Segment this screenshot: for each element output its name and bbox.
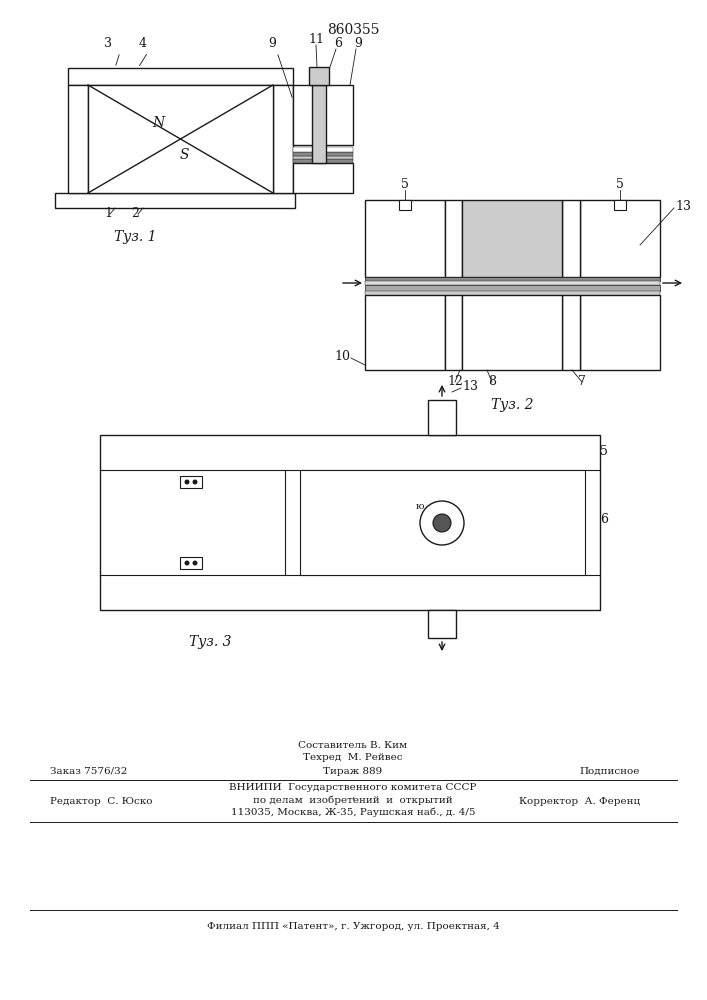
Bar <box>399 200 411 210</box>
Bar <box>100 435 600 610</box>
Bar <box>273 85 293 193</box>
Text: Τуз. 3: Τуз. 3 <box>189 635 231 649</box>
Circle shape <box>192 560 197 566</box>
Bar <box>68 68 293 85</box>
Bar <box>309 67 329 85</box>
Bar <box>273 85 293 193</box>
Bar <box>293 85 353 145</box>
Text: Филиал ППП «Патент», г. Ужгород, ул. Проектная, 4: Филиал ППП «Патент», г. Ужгород, ул. Про… <box>206 922 499 931</box>
Text: 7: 7 <box>578 375 586 388</box>
Text: 12: 12 <box>447 375 463 388</box>
Bar <box>312 85 326 163</box>
Bar <box>562 295 580 370</box>
Text: Редактор  С. Юско: Редактор С. Юско <box>50 796 153 806</box>
Bar <box>365 291 660 295</box>
Bar <box>462 200 562 277</box>
Text: 13: 13 <box>675 200 691 213</box>
Text: 9: 9 <box>354 37 362 50</box>
Bar <box>365 295 445 370</box>
Bar <box>462 200 562 277</box>
Bar <box>365 277 660 281</box>
Bar <box>293 147 353 152</box>
Bar <box>580 295 660 370</box>
Bar <box>562 200 580 277</box>
Text: 3: 3 <box>104 37 112 50</box>
Text: Тираж 889: Тираж 889 <box>323 766 382 776</box>
Text: Τуз. 2: Τуз. 2 <box>491 398 533 412</box>
Bar <box>68 68 293 85</box>
Text: 6: 6 <box>334 37 342 50</box>
Text: 113035, Москва, Ж-35, Раушская наб., д. 4/5: 113035, Москва, Ж-35, Раушская наб., д. … <box>230 807 475 817</box>
Bar <box>55 193 295 208</box>
Bar <box>293 152 353 156</box>
Bar <box>562 200 580 277</box>
Text: S: S <box>180 148 189 162</box>
Bar <box>365 285 660 291</box>
Bar <box>180 557 202 569</box>
Text: 2: 2 <box>131 207 139 220</box>
Text: N: N <box>152 116 164 130</box>
Bar <box>445 200 462 277</box>
Bar <box>293 163 353 193</box>
Text: 11: 11 <box>308 33 324 46</box>
Bar <box>293 159 353 163</box>
Text: 4: 4 <box>139 37 147 50</box>
Bar <box>55 193 295 208</box>
Text: Составитель В. Ким: Составитель В. Ким <box>298 741 407 750</box>
Bar <box>293 156 353 159</box>
Text: 6: 6 <box>600 513 608 526</box>
Bar <box>309 67 329 85</box>
Bar <box>300 470 585 575</box>
Bar <box>445 295 462 370</box>
Circle shape <box>185 560 189 566</box>
Text: Корректор  А. Ференц: Корректор А. Ференц <box>519 796 640 806</box>
Text: Τуз. 1: Τуз. 1 <box>114 230 156 244</box>
Bar <box>428 610 456 638</box>
Bar <box>580 200 660 277</box>
Text: Подписное: Подписное <box>580 766 640 776</box>
Bar <box>293 163 353 193</box>
Bar <box>365 281 660 285</box>
Circle shape <box>433 514 451 532</box>
Text: 860355: 860355 <box>327 23 379 37</box>
Bar <box>68 85 88 193</box>
Bar <box>68 85 88 193</box>
Text: 1: 1 <box>104 207 112 220</box>
Bar <box>562 295 580 370</box>
Text: ВНИИПИ  Государственного комитета СССР: ВНИИПИ Государственного комитета СССР <box>229 784 477 792</box>
Circle shape <box>185 480 189 485</box>
Bar <box>365 200 445 277</box>
Text: 9: 9 <box>268 37 276 50</box>
Text: 5: 5 <box>616 178 624 191</box>
Bar <box>180 476 202 488</box>
Text: 8: 8 <box>488 375 496 388</box>
Text: 5: 5 <box>401 178 409 191</box>
Text: Техред  М. Рейвес: Техред М. Рейвес <box>303 753 403 762</box>
Bar <box>445 295 462 370</box>
Bar <box>88 85 273 193</box>
Bar <box>614 200 626 210</box>
Text: 13: 13 <box>462 380 478 393</box>
Bar <box>428 400 456 435</box>
Bar <box>293 85 353 145</box>
Text: по делам  изобретений  и  открытий: по делам изобретений и открытий <box>253 795 452 805</box>
Text: 10: 10 <box>334 350 350 363</box>
Circle shape <box>192 480 197 485</box>
Bar <box>445 200 462 277</box>
Text: ю: ю <box>416 502 424 511</box>
Text: 5: 5 <box>600 445 608 458</box>
Bar <box>462 295 562 370</box>
Bar <box>312 85 326 163</box>
Text: ': ' <box>351 796 354 806</box>
Text: Заказ 7576/32: Заказ 7576/32 <box>50 766 127 776</box>
